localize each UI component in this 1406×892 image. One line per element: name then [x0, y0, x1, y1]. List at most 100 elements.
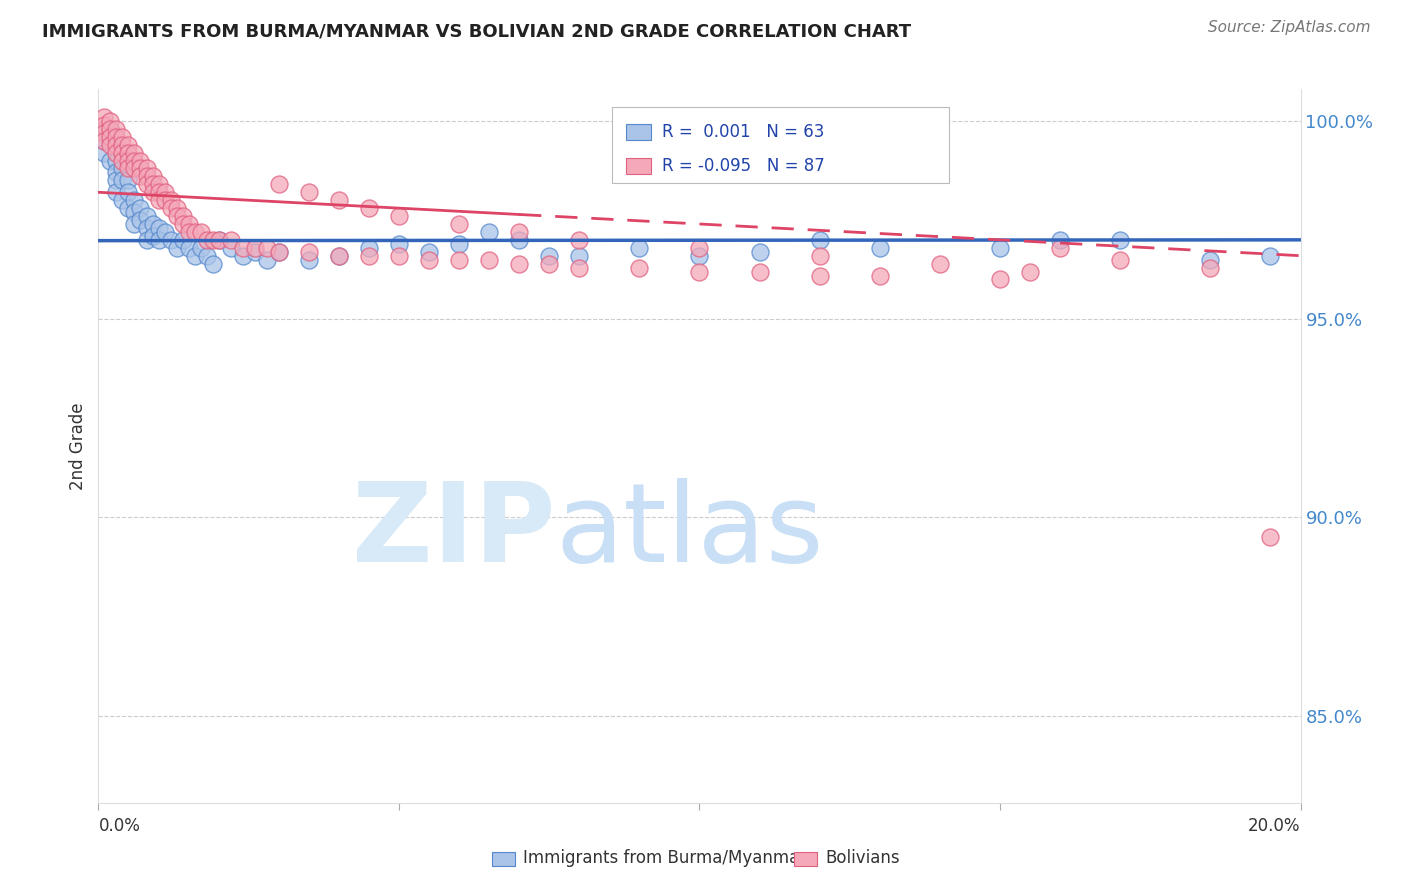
- Point: [105, 153, 128, 168]
- Point: [141, 228, 163, 243]
- Point: [93, 134, 115, 148]
- Point: [219, 233, 242, 247]
- Text: IMMIGRANTS FROM BURMA/MYANMAR VS BOLIVIAN 2ND GRADE CORRELATION CHART: IMMIGRANTS FROM BURMA/MYANMAR VS BOLIVIA…: [42, 22, 911, 40]
- Point: [111, 153, 134, 168]
- Point: [190, 225, 212, 239]
- Text: Source: ZipAtlas.com: Source: ZipAtlas.com: [1208, 20, 1371, 35]
- Point: [568, 249, 591, 263]
- Point: [748, 264, 770, 278]
- Point: [208, 233, 231, 247]
- Point: [105, 137, 128, 152]
- Point: [100, 121, 122, 136]
- Point: [117, 153, 139, 168]
- Point: [388, 209, 411, 223]
- Point: [153, 186, 176, 200]
- Point: [153, 225, 176, 239]
- Y-axis label: 2nd Grade: 2nd Grade: [69, 402, 87, 490]
- Point: [105, 121, 128, 136]
- Point: [988, 241, 1011, 255]
- Point: [135, 169, 157, 184]
- Point: [141, 217, 163, 231]
- Point: [100, 153, 122, 168]
- Point: [388, 236, 411, 251]
- Point: [256, 252, 278, 267]
- Point: [141, 169, 163, 184]
- Point: [100, 134, 122, 148]
- Point: [129, 153, 152, 168]
- Text: 20.0%: 20.0%: [1249, 817, 1301, 835]
- Point: [388, 249, 411, 263]
- Point: [105, 165, 128, 179]
- Text: Bolivians: Bolivians: [825, 849, 900, 867]
- Point: [117, 201, 139, 215]
- Point: [111, 193, 134, 207]
- Point: [808, 249, 831, 263]
- Point: [93, 134, 115, 148]
- Point: [177, 241, 200, 255]
- Point: [508, 257, 530, 271]
- Text: 0.0%: 0.0%: [98, 817, 141, 835]
- Point: [267, 244, 290, 259]
- Point: [357, 249, 380, 263]
- Point: [628, 260, 651, 275]
- Point: [135, 221, 157, 235]
- Point: [124, 217, 146, 231]
- Point: [1019, 264, 1042, 278]
- Point: [93, 145, 115, 160]
- Point: [219, 241, 242, 255]
- Point: [183, 225, 205, 239]
- Point: [1109, 252, 1132, 267]
- Point: [129, 201, 152, 215]
- Point: [183, 249, 205, 263]
- Point: [124, 205, 146, 219]
- Point: [267, 244, 290, 259]
- Point: [172, 217, 194, 231]
- Point: [148, 193, 170, 207]
- Point: [478, 252, 501, 267]
- Point: [135, 233, 157, 247]
- Point: [111, 145, 134, 160]
- Point: [124, 145, 146, 160]
- Point: [195, 233, 218, 247]
- Point: [447, 252, 470, 267]
- Point: [111, 161, 134, 176]
- Point: [1049, 233, 1071, 247]
- Point: [117, 145, 139, 160]
- Point: [689, 249, 711, 263]
- Point: [141, 186, 163, 200]
- Point: [135, 161, 157, 176]
- Point: [177, 225, 200, 239]
- Point: [1260, 249, 1282, 263]
- Point: [105, 145, 128, 160]
- Point: [929, 257, 952, 271]
- Point: [418, 252, 440, 267]
- Text: R = -0.095   N = 87: R = -0.095 N = 87: [662, 157, 825, 175]
- Point: [93, 110, 115, 124]
- Point: [1049, 241, 1071, 255]
- Point: [298, 252, 321, 267]
- Point: [298, 244, 321, 259]
- Point: [105, 186, 128, 200]
- Point: [447, 236, 470, 251]
- Point: [201, 233, 224, 247]
- Point: [124, 161, 146, 176]
- Point: [568, 260, 591, 275]
- Point: [148, 186, 170, 200]
- Point: [208, 233, 231, 247]
- Point: [129, 169, 152, 184]
- Point: [689, 264, 711, 278]
- Point: [172, 233, 194, 247]
- Point: [232, 241, 254, 255]
- Point: [177, 217, 200, 231]
- Text: atlas: atlas: [555, 478, 824, 585]
- Point: [298, 186, 321, 200]
- Point: [195, 249, 218, 263]
- Point: [568, 233, 591, 247]
- Point: [117, 137, 139, 152]
- Point: [100, 114, 122, 128]
- Point: [172, 209, 194, 223]
- Point: [153, 193, 176, 207]
- Point: [328, 193, 350, 207]
- Point: [117, 161, 139, 176]
- Point: [508, 225, 530, 239]
